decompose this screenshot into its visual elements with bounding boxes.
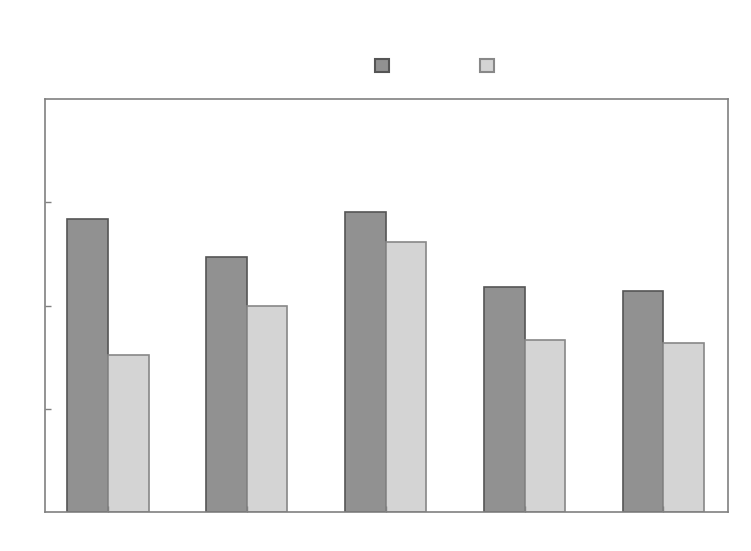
Bar	[663, 343, 704, 512]
Bar	[484, 287, 524, 512]
Bar	[623, 291, 663, 512]
Bar	[68, 219, 108, 512]
Bar	[247, 306, 288, 512]
Bar	[207, 257, 247, 512]
Bar	[108, 355, 149, 512]
Bar	[386, 242, 427, 512]
Bar	[345, 212, 386, 512]
Bar	[524, 339, 565, 512]
